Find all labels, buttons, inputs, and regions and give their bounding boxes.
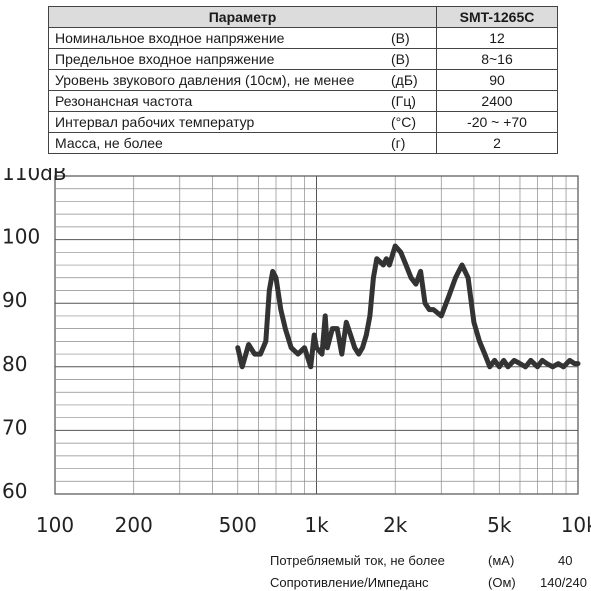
param-unit: (°С)	[391, 111, 437, 133]
table-row: Резонансная частота (Гц) 2400	[48, 90, 558, 112]
current-value: 40	[558, 553, 573, 568]
param-name: Предельное входное напряжение	[48, 48, 391, 70]
y-tick-label: 70	[2, 415, 27, 439]
impedance-value: 140/240	[540, 575, 587, 590]
current-unit: (мА)	[488, 553, 515, 568]
impedance-label: Сопротивление/Импеданс	[270, 575, 429, 590]
param-value: 2400	[436, 90, 558, 112]
table-row: Масса, не более (г) 2	[48, 132, 558, 154]
param-value: 90	[436, 69, 558, 91]
model-header: SMT-1265C	[436, 6, 558, 28]
x-tick-label: 100	[36, 513, 74, 537]
table-row: Уровень звукового давления (10см), не ме…	[48, 69, 558, 91]
param-name: Уровень звукового давления (10см), не ме…	[48, 69, 391, 91]
param-unit: (г)	[391, 132, 437, 154]
param-name: Резонансная частота	[48, 90, 391, 112]
response-curve	[235, 243, 581, 370]
param-name: Масса, не более	[48, 132, 391, 154]
param-value: 2	[436, 132, 558, 154]
spec-table-header: Параметр SMT-1265C	[48, 6, 558, 28]
y-axis-labels: 110dB 100 90 80 70 60	[2, 168, 67, 503]
table-row: Номинальное входное напряжение (В) 12	[48, 27, 558, 49]
param-header: Параметр	[48, 6, 437, 28]
frequency-response-chart: 110dB 100 90 80 70 60 100 200 500 1k 2k 5k 10kHz	[2, 168, 591, 537]
param-unit: (В)	[391, 48, 437, 70]
impedance-unit: (Ом)	[488, 575, 516, 590]
x-tick-label: 500	[219, 513, 257, 537]
current-label: Потребляемый ток, не более	[270, 553, 445, 568]
x-tick-label: 5k	[487, 513, 512, 537]
param-unit: (дБ)	[391, 69, 437, 91]
spec-table: Параметр SMT-1265C Номинальное входное н…	[48, 6, 558, 154]
chart-grid	[54, 175, 579, 495]
y-tick-label: 60	[2, 479, 27, 503]
table-row: Интервал рабочих температур (°С) -20 ~ +…	[48, 111, 558, 133]
x-axis-labels: 100 200 500 1k 2k 5k 10kHz	[36, 513, 591, 537]
y-tick-label: 90	[2, 288, 27, 312]
param-unit: (Гц)	[391, 90, 437, 112]
param-value: 8~16	[436, 48, 558, 70]
y-tick-label: 100	[2, 225, 40, 249]
y-tick-label: 110dB	[2, 168, 67, 185]
y-tick-label: 80	[2, 352, 27, 376]
table-row: Предельное входное напряжение (В) 8~16	[48, 48, 558, 70]
chart-series	[235, 243, 581, 370]
x-tick-label: 200	[115, 513, 153, 537]
param-name: Номинальное входное напряжение	[48, 27, 391, 49]
x-tick-label: 2k	[383, 513, 408, 537]
param-unit: (В)	[391, 27, 437, 49]
param-name: Интервал рабочих температур	[48, 111, 391, 133]
x-tick-label: 10kHz	[561, 513, 591, 537]
param-value: -20 ~ +70	[436, 111, 558, 133]
param-value: 12	[436, 27, 558, 49]
x-tick-label: 1k	[304, 513, 329, 537]
